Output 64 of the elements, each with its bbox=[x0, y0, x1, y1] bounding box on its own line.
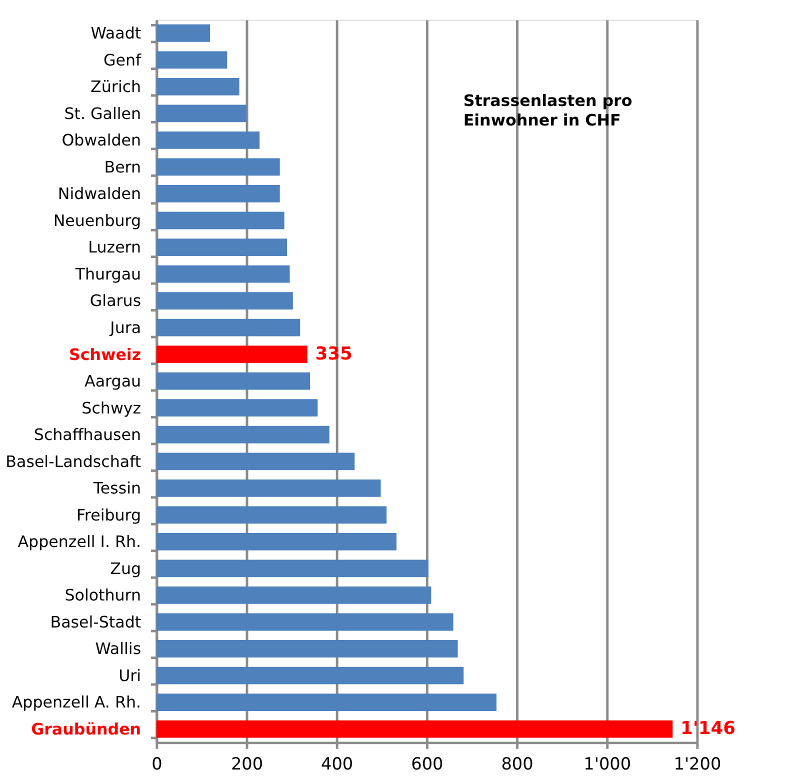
y-tick-label: Basel-Stadt bbox=[50, 612, 142, 632]
x-tick-label: 1'200 bbox=[674, 754, 722, 774]
bar bbox=[156, 104, 247, 122]
bar bbox=[156, 640, 458, 658]
y-tick-label: Uri bbox=[118, 666, 142, 685]
y-tick-label: Neuenburg bbox=[53, 210, 142, 230]
bar bbox=[156, 720, 673, 738]
annotation: Strassenlasten pro Einwohner in CHF bbox=[463, 90, 632, 130]
x-tick-label: 1'000 bbox=[584, 754, 632, 774]
bar bbox=[156, 613, 454, 631]
bar bbox=[156, 426, 330, 444]
bar bbox=[156, 158, 280, 176]
bar bbox=[156, 318, 300, 336]
bar bbox=[156, 479, 381, 497]
y-tick-label: Freiburg bbox=[76, 505, 142, 524]
bar bbox=[156, 399, 318, 417]
y-tick-label: Jura bbox=[109, 318, 142, 338]
bar bbox=[156, 212, 284, 230]
y-tick-label: Appenzell A. Rh. bbox=[12, 692, 142, 712]
y-tick-label: St. Gallen bbox=[64, 104, 142, 123]
bar bbox=[156, 132, 260, 149]
y-tick-label: Glarus bbox=[90, 291, 142, 310]
bar bbox=[156, 185, 280, 202]
y-tick-label: Waadt bbox=[90, 24, 142, 43]
x-tick-label: 800 bbox=[501, 754, 534, 774]
x-tick-label: 400 bbox=[321, 754, 354, 774]
y-tick-label: Basel-Landschaft bbox=[6, 452, 142, 471]
y-tick-label: Zug bbox=[110, 558, 142, 578]
bar bbox=[156, 292, 293, 310]
bar bbox=[156, 346, 308, 364]
y-tick-label: Nidwalden bbox=[58, 184, 142, 204]
bar bbox=[156, 372, 310, 390]
bar bbox=[156, 24, 210, 42]
data-label: 1'146 bbox=[680, 718, 736, 740]
x-tick-label: 600 bbox=[411, 754, 444, 774]
bar bbox=[156, 694, 497, 711]
y-tick-label: Graubünden bbox=[31, 720, 142, 738]
y-tick-label: Appenzell I. Rh. bbox=[18, 532, 142, 552]
bar bbox=[156, 51, 228, 69]
bar bbox=[156, 666, 464, 684]
bar bbox=[156, 506, 387, 524]
bar bbox=[156, 560, 428, 578]
x-tick-label: 0 bbox=[152, 754, 162, 774]
y-tick-label: Zürich bbox=[90, 77, 142, 96]
y-tick-label: Obwalden bbox=[62, 130, 142, 150]
y-tick-label: Bern bbox=[104, 157, 142, 176]
y-tick-label: Schaffhausen bbox=[34, 425, 142, 444]
y-tick-label: Genf bbox=[103, 50, 142, 70]
y-tick-label: Solothurn bbox=[64, 586, 142, 605]
bar bbox=[156, 238, 288, 256]
bar bbox=[156, 586, 432, 604]
y-tick-label: Schwyz bbox=[82, 398, 142, 418]
bar bbox=[156, 265, 290, 283]
bar bbox=[156, 78, 240, 96]
bar bbox=[156, 452, 355, 470]
bar bbox=[156, 532, 397, 550]
y-tick-label: Luzern bbox=[88, 238, 142, 257]
y-tick-label: Tessin bbox=[92, 478, 142, 498]
x-tick-label: 200 bbox=[230, 754, 264, 774]
y-tick-label: Wallis bbox=[95, 639, 142, 658]
y-tick-label: Thurgau bbox=[74, 264, 142, 284]
y-tick-label: Aargau bbox=[84, 372, 142, 391]
data-label: 335 bbox=[315, 343, 352, 364]
y-tick-label: Schweiz bbox=[69, 344, 142, 364]
